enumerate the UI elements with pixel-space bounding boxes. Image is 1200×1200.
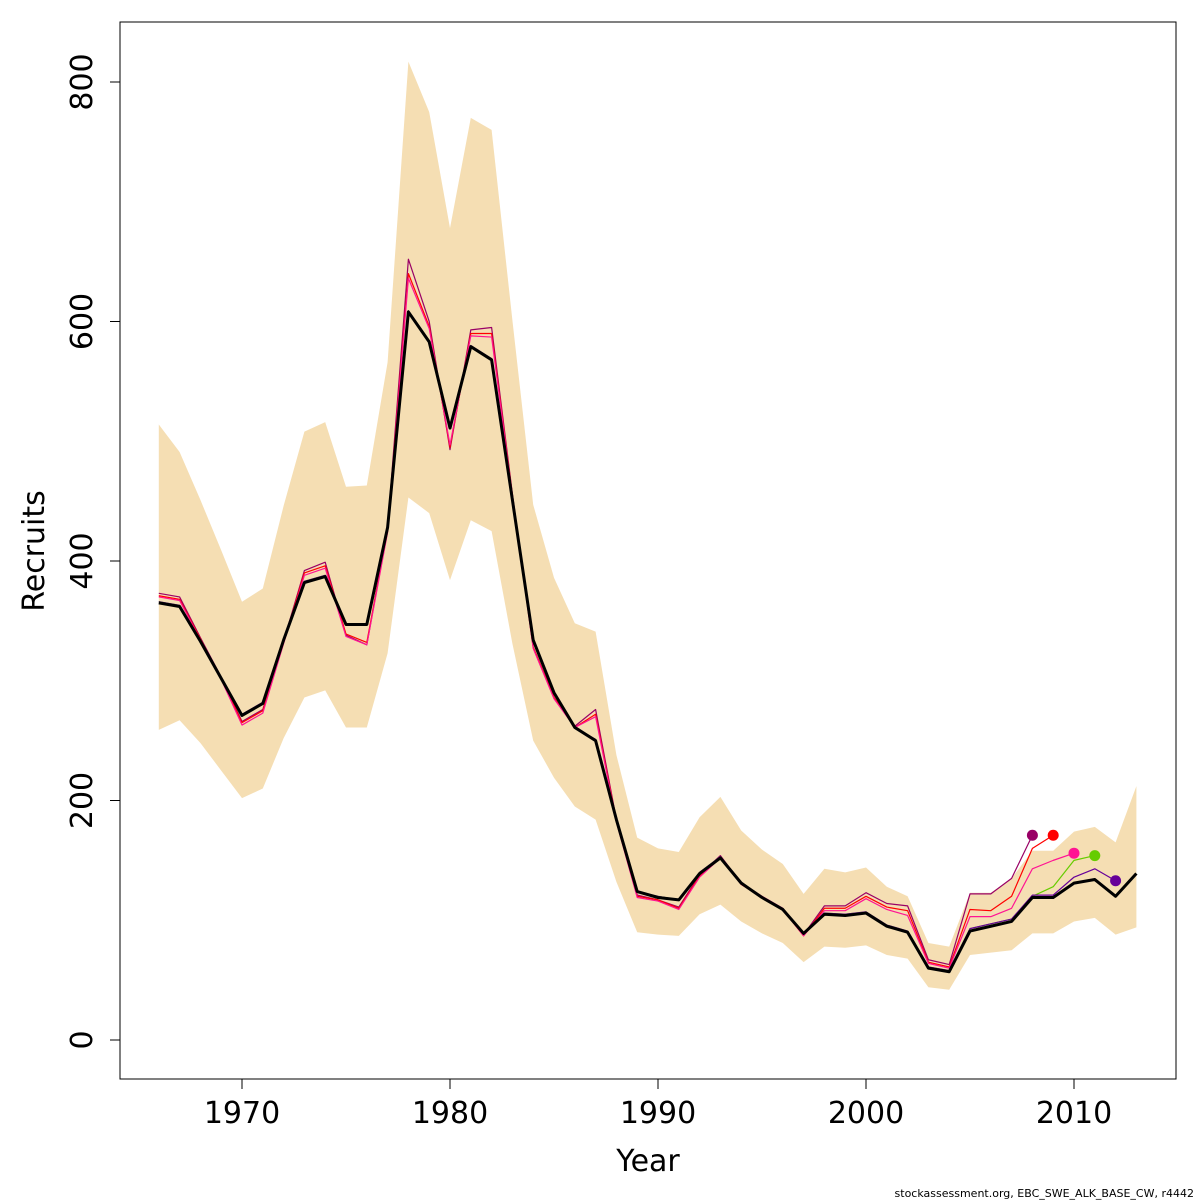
x-axis: 1970 1980 1990 2000 2010	[204, 1079, 1112, 1131]
series-endpoint-2011	[1089, 850, 1101, 862]
series-line-2008	[158, 258, 1033, 966]
series-endpoint-2008	[1026, 829, 1038, 841]
x-tick-label-2010: 2010	[1036, 1096, 1112, 1131]
x-axis-title: Year	[615, 1144, 680, 1179]
series-layer	[158, 258, 1138, 974]
confidence-band-layer	[158, 61, 1137, 990]
y-tick-label-0: 0	[65, 1030, 100, 1049]
footer-caption: stockassessment.org, EBC_SWE_ALK_BASE_CW…	[895, 1187, 1194, 1200]
x-tick-label-1980: 1980	[412, 1096, 488, 1131]
x-tick-label-2000: 2000	[828, 1096, 904, 1131]
y-axis: 0 200 400 600 800	[65, 53, 120, 1050]
endpoint-layer	[1026, 829, 1122, 887]
y-tick-label-800: 800	[65, 53, 100, 110]
y-tick-label-600: 600	[65, 293, 100, 350]
plot-frame	[119, 21, 1177, 1080]
y-axis-title: Recruits	[17, 490, 52, 612]
x-tick-label-1970: 1970	[204, 1096, 280, 1131]
y-tick-label-200: 200	[65, 772, 100, 829]
series-endpoint-2009	[1047, 829, 1059, 841]
x-tick-label-1990: 1990	[620, 1096, 696, 1131]
series-endpoint-2010	[1068, 847, 1080, 859]
confidence-band	[158, 61, 1137, 990]
series-endpoint-2012	[1110, 875, 1122, 887]
series-line-2013	[158, 310, 1138, 974]
y-tick-label-400: 400	[65, 532, 100, 589]
